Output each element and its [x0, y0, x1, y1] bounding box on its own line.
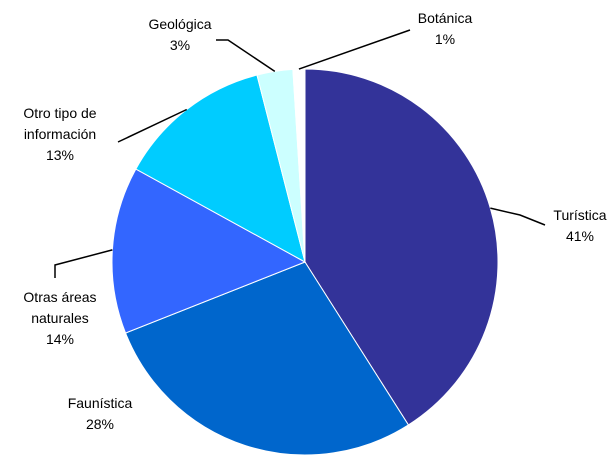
- leader-line: [54, 249, 113, 278]
- slice-name: Otro tipo de información: [23, 105, 97, 142]
- leader-line: [490, 207, 546, 226]
- slice-label: Turística 41%: [540, 205, 612, 247]
- slice-label: Botánica 1%: [400, 8, 490, 50]
- slice-label: Otro tipo de información 13%: [0, 103, 120, 166]
- slice-name: Botánica: [417, 10, 473, 26]
- leader-line: [117, 108, 188, 143]
- pie-slice: [292, 68, 306, 263]
- slice-label: Geológica 3%: [125, 14, 235, 56]
- slice-name: Turística: [553, 207, 607, 223]
- leader-line: [298, 29, 411, 70]
- pie-slice: [124, 261, 410, 456]
- slice-value: 3%: [169, 37, 191, 53]
- slice-name: Otras áreas naturales: [23, 289, 97, 326]
- slice-label: Faunística 28%: [40, 393, 160, 435]
- slice-value: 28%: [85, 416, 115, 432]
- slice-name: Geológica: [148, 16, 212, 32]
- slice-value: 41%: [565, 228, 595, 244]
- slice-value: 13%: [45, 147, 75, 163]
- slice-label: Otras áreas naturales 14%: [0, 287, 120, 350]
- pie-slice: [111, 168, 307, 334]
- slice-value: 1%: [434, 31, 456, 47]
- leader-line: [216, 39, 276, 72]
- slice-value: 14%: [45, 331, 75, 347]
- pie-slice: [304, 68, 499, 426]
- slice-name: Faunística: [67, 395, 133, 411]
